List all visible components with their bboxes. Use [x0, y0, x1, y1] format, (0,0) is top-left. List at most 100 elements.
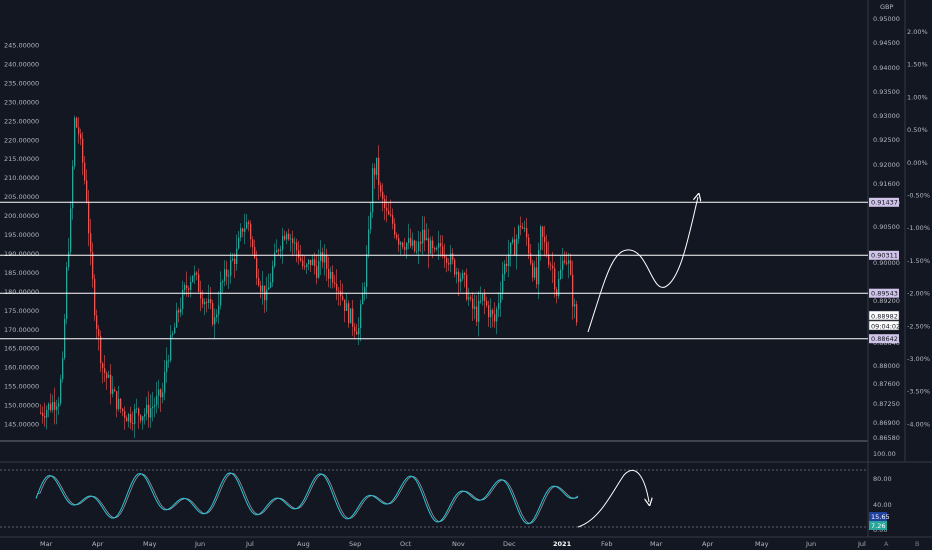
candle-body	[336, 284, 338, 291]
candle-body	[304, 266, 306, 268]
right-axis-tick: 0.86580	[873, 434, 900, 442]
candle-body	[526, 228, 528, 238]
candle-body	[468, 297, 470, 300]
percent-axis-tick: -0.50%	[907, 192, 930, 200]
candle-body	[466, 274, 468, 300]
candle-body	[376, 157, 378, 175]
candle-body	[234, 258, 236, 264]
time-axis[interactable]: Mar Apr May Jun Jul Aug Sep Oct Nov Dec 2021 Feb Mar…	[40, 540, 866, 548]
candle-body	[292, 238, 294, 243]
candle-body	[184, 285, 186, 290]
candle-body	[102, 363, 104, 369]
candle-body	[400, 242, 402, 245]
percent-axis-tick: -2.50%	[907, 322, 930, 330]
candle-body	[378, 157, 380, 185]
candle-body	[478, 300, 480, 322]
left-axis-tick: 170.00000	[4, 326, 39, 334]
candle-body	[320, 252, 322, 261]
left-axis-tick: 150.00000	[4, 402, 39, 410]
candle-body	[142, 416, 144, 421]
candle-body	[122, 409, 124, 411]
candle-body	[124, 411, 126, 418]
percent-axis-tick: -4.00%	[907, 420, 930, 428]
candle-body	[364, 287, 366, 294]
candle-body	[236, 248, 238, 264]
candle-body	[556, 289, 558, 297]
candle-body	[114, 389, 116, 392]
percent-axis-tick: -3.00%	[907, 355, 930, 363]
left-axis-tick: 235.00000	[4, 79, 39, 87]
right-axis-tick: 0.92500	[873, 136, 900, 144]
candle-body	[560, 269, 562, 279]
candle-body	[200, 291, 202, 299]
candle-body	[104, 368, 106, 374]
candle-body	[300, 258, 302, 261]
candle-body	[310, 259, 312, 266]
time-axis-tick: Oct	[400, 540, 412, 548]
right-axis-tick: 0.94500	[873, 39, 900, 47]
candle-body	[442, 246, 444, 257]
projection-curve[interactable]	[587, 197, 698, 333]
candle-body	[360, 304, 362, 328]
left-axis-tick: 155.00000	[4, 383, 39, 391]
right-axis-tick: 0.88000	[873, 362, 900, 370]
candle-body	[284, 235, 286, 240]
candle-body	[140, 415, 142, 421]
candle-body	[326, 254, 328, 269]
candle-body	[380, 185, 382, 192]
candle-body	[366, 254, 368, 287]
candle-body	[558, 278, 560, 297]
candle-body	[230, 260, 232, 276]
candle-body	[552, 265, 554, 269]
left-price-axis[interactable]: 245.00000 240.00000 235.00000 230.00000 225.…	[4, 42, 39, 429]
time-axis-tick: May	[143, 540, 157, 548]
candle-body	[312, 259, 314, 266]
candle-body	[448, 262, 450, 265]
candle-body	[72, 166, 74, 209]
time-axis-tick: Aug	[297, 540, 310, 548]
oscillator-projection-curve[interactable]	[577, 469, 649, 528]
candle-body	[174, 327, 176, 334]
right-axis-tick: 0.94000	[873, 64, 900, 72]
candle-body	[238, 237, 240, 249]
candle-body	[486, 301, 488, 306]
candle-body	[530, 253, 532, 264]
candle-body	[80, 133, 82, 139]
candle-body	[426, 238, 428, 241]
candle-body	[436, 247, 438, 250]
candle-body	[506, 263, 508, 266]
right-axis-tick: 0.91600	[873, 180, 900, 188]
candle-body	[334, 282, 336, 284]
candle-body	[110, 374, 112, 394]
candle-body	[186, 285, 188, 289]
log-scale-button[interactable]: B	[915, 540, 919, 548]
candle-body	[290, 238, 292, 240]
left-axis-tick: 165.00000	[4, 345, 39, 353]
left-axis-tick: 225.00000	[4, 117, 39, 125]
candle-body	[424, 229, 426, 241]
right-axis-tick: 0.86900	[873, 419, 900, 427]
candle-body	[502, 274, 504, 294]
candle-body	[490, 310, 492, 318]
horizontal-levels[interactable]: 0.91437 0.90311 0.89543 0.88642	[0, 197, 899, 344]
candle-body	[362, 293, 364, 305]
candle-body	[460, 278, 462, 282]
candle-body	[138, 408, 140, 416]
candle-body	[464, 272, 466, 275]
left-axis-tick: 205.00000	[4, 193, 39, 201]
candle-body	[106, 373, 108, 378]
candle-body	[42, 412, 44, 416]
candle-body	[112, 389, 114, 394]
candle-body	[354, 326, 356, 332]
candle-body	[410, 238, 412, 246]
candle-body	[544, 236, 546, 243]
left-axis-tick: 200.00000	[4, 212, 39, 220]
time-axis-tick: Nov	[452, 540, 465, 548]
candle-body	[82, 138, 84, 163]
auto-scale-button[interactable]: A	[884, 540, 889, 548]
percent-axis[interactable]: 2.00% 1.50% 1.00% 0.50% 0.00% -0.50% -1.00% -1.…	[907, 28, 930, 428]
candle-body	[218, 305, 220, 315]
candle-body	[572, 274, 574, 307]
right-axis-tick: 0.95000	[873, 15, 900, 23]
